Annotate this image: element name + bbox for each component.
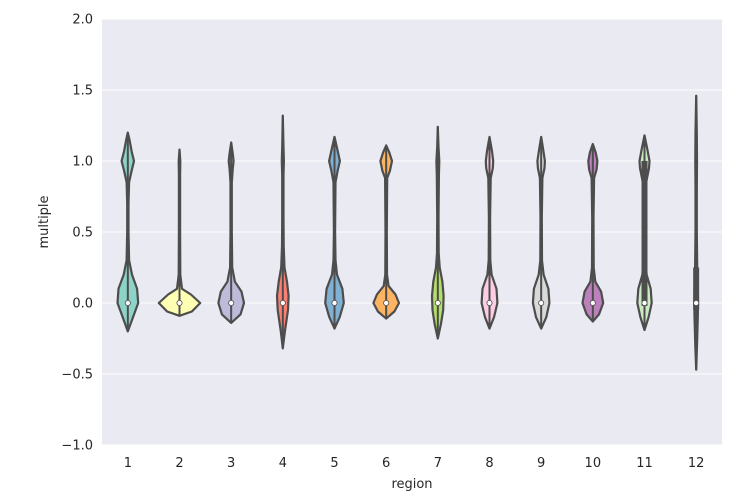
y-tick-label: 1.5: [72, 84, 93, 99]
x-tick-label: 1: [124, 456, 132, 471]
median-point-12: [693, 299, 700, 306]
x-tick-label: 6: [382, 456, 390, 471]
y-tick-label: 0.0: [72, 297, 93, 312]
x-tick-label: 4: [279, 456, 287, 471]
x-tick-label: 10: [585, 456, 602, 471]
grid-lines: [102, 18, 722, 446]
x-tick-label: 9: [537, 456, 545, 471]
violins: [116, 94, 700, 371]
median-point-4: [279, 299, 286, 306]
x-tick-label: 5: [330, 456, 338, 471]
y-tick-label: −0.5: [61, 368, 93, 383]
median-point-5: [331, 299, 338, 306]
median-point-9: [538, 299, 545, 306]
y-tick-label: 2.0: [72, 13, 93, 28]
x-tick-labels: 1 2 3 4 5 6 7 8 9 10 11 12: [124, 456, 705, 471]
x-tick-label: 8: [485, 456, 493, 471]
median-point-11: [641, 299, 648, 306]
x-axis-label: region: [391, 477, 432, 492]
box-11: [641, 161, 648, 306]
median-point-3: [228, 299, 235, 306]
median-point-7: [434, 299, 441, 306]
y-tick-label: −1.0: [61, 439, 93, 454]
x-tick-label: 7: [434, 456, 442, 471]
y-axis-label: multiple: [37, 195, 52, 248]
median-point-6: [383, 299, 390, 306]
median-point-8: [486, 299, 493, 306]
box-12: [693, 267, 700, 311]
x-tick-label: 2: [175, 456, 183, 471]
median-point-1: [124, 299, 131, 306]
y-tick-label: 0.5: [72, 226, 93, 241]
y-tick-label: 1.0: [72, 155, 93, 170]
y-tick-labels: 2.0 1.5 1.0 0.5 0.0 −0.5 −1.0: [61, 13, 93, 454]
x-tick-label: 3: [227, 456, 235, 471]
median-point-2: [176, 299, 183, 306]
median-point-10: [589, 299, 596, 306]
x-tick-label: 12: [688, 456, 705, 471]
x-tick-label: 11: [636, 456, 653, 471]
